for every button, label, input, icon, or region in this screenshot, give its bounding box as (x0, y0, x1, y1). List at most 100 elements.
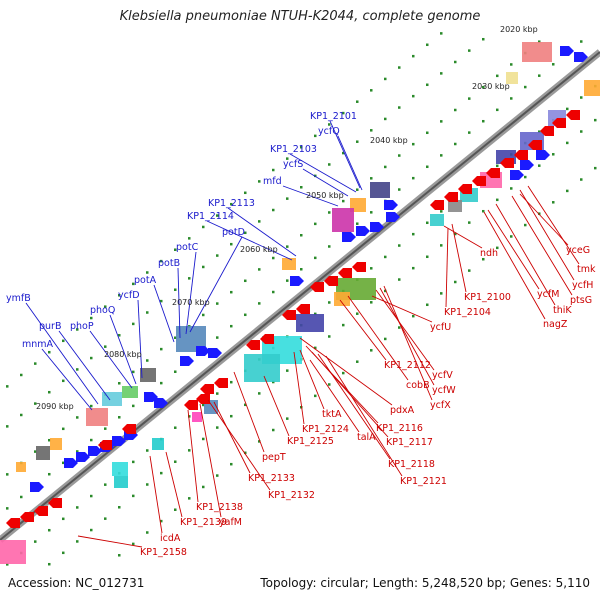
tick-dot (188, 497, 191, 500)
tick-dot (258, 440, 261, 443)
tick-dot (146, 359, 149, 362)
reverse-gene-arrow (444, 192, 458, 202)
tick-dot (426, 255, 429, 259)
leader-line (227, 207, 297, 257)
reverse-gene-arrow (98, 440, 112, 450)
tick-dot (300, 146, 303, 149)
gene-block (584, 80, 600, 96)
gene-block (36, 446, 50, 460)
gene-label-potA: potA (134, 275, 157, 286)
forward-gene-arrow (510, 170, 524, 180)
leader-line (199, 403, 222, 518)
tick-dot (62, 339, 65, 343)
tick-dot (6, 563, 9, 566)
leader-line (299, 337, 393, 406)
tick-dot (132, 460, 135, 464)
tick-dot (258, 180, 261, 183)
leader-line (445, 227, 449, 308)
tick-dot (524, 223, 527, 227)
tick-dot (328, 211, 331, 214)
gene-block (122, 386, 138, 398)
tick-dot (244, 451, 247, 455)
tick-dot (440, 32, 443, 35)
tick-dot (146, 271, 149, 274)
tick-dot (132, 494, 135, 498)
forward-gene-arrow (370, 222, 384, 232)
reverse-gene-arrow (184, 400, 198, 410)
tick-dot (188, 449, 191, 452)
tick-dot (104, 305, 107, 308)
leader-line (177, 267, 181, 339)
tick-dot (328, 245, 331, 248)
tick-dot (566, 141, 569, 145)
forward-gene-arrow (290, 276, 304, 286)
gene-label-cobB: cobB (406, 380, 430, 391)
gene-label-KP1_2104: KP1_2104 (444, 307, 491, 318)
leader-line (483, 211, 546, 320)
gene-label-KP1_2116: KP1_2116 (376, 423, 423, 434)
tick-dot (468, 97, 471, 100)
leader-line (282, 185, 339, 207)
gene-label-KP1_2139: KP1_2139 (180, 517, 227, 528)
leader-line (293, 351, 305, 425)
tick-dot (440, 244, 443, 247)
gene-label-potD: potD (222, 227, 245, 238)
leader-line (149, 455, 163, 534)
gene-label-ycfH: ycfH (572, 280, 593, 291)
gene-label-purB: purB (39, 321, 61, 332)
tick-dot (118, 506, 121, 509)
leader-line (451, 223, 467, 293)
tick-dot (174, 248, 177, 251)
gene-block (332, 208, 354, 232)
tick-dot (300, 234, 303, 237)
tick-dot (356, 140, 359, 143)
tick-dot (328, 383, 331, 386)
tick-dot (398, 278, 401, 281)
tick-dot (426, 221, 429, 225)
tick-dot (188, 277, 191, 280)
tick-dot (48, 472, 51, 476)
gene-label-ycfV: ycfV (432, 370, 453, 381)
tick-dot (342, 323, 345, 327)
tick-dot (468, 221, 471, 224)
tick-dot (286, 197, 289, 200)
leader-line (302, 168, 349, 197)
tick-dot (160, 519, 163, 523)
gene-label-phoQ: phoQ (90, 305, 115, 316)
gene-label-KP1_2100: KP1_2100 (464, 292, 511, 303)
reverse-gene-arrow (200, 384, 214, 394)
tick-dot (370, 89, 373, 92)
tick-dot (580, 130, 583, 133)
tick-dot (258, 302, 261, 305)
tick-dot (370, 129, 373, 132)
tick-dot (48, 438, 51, 442)
gene-label-icdA: icdA (160, 533, 181, 544)
tick-dot (286, 417, 289, 420)
tick-dot (146, 483, 149, 486)
leader-line (339, 299, 387, 361)
tick-dot (552, 63, 555, 66)
gene-label-ycfM: ycfM (537, 289, 559, 300)
tick-dot (412, 266, 415, 270)
reverse-gene-arrow (486, 168, 500, 178)
tick-dot (370, 301, 373, 304)
leader-line (165, 451, 183, 518)
tick-dot (118, 382, 121, 385)
coordinate-tick-label: 2040 kbp (370, 136, 408, 145)
gene-label-yceG: yceG (566, 245, 590, 256)
tick-dot (90, 404, 93, 408)
gene-label-KP1_2133: KP1_2133 (248, 473, 295, 484)
tick-dot (440, 154, 443, 157)
leader-line (137, 299, 143, 379)
leader-line (289, 153, 357, 193)
tick-dot (272, 168, 275, 172)
gene-block (296, 314, 324, 332)
tick-dot (496, 246, 499, 250)
tick-dot (538, 164, 541, 167)
leader-line (511, 195, 573, 296)
tick-dot (412, 94, 415, 98)
tick-dot (524, 85, 527, 89)
leader-line (325, 355, 403, 477)
tick-dot (62, 551, 65, 555)
